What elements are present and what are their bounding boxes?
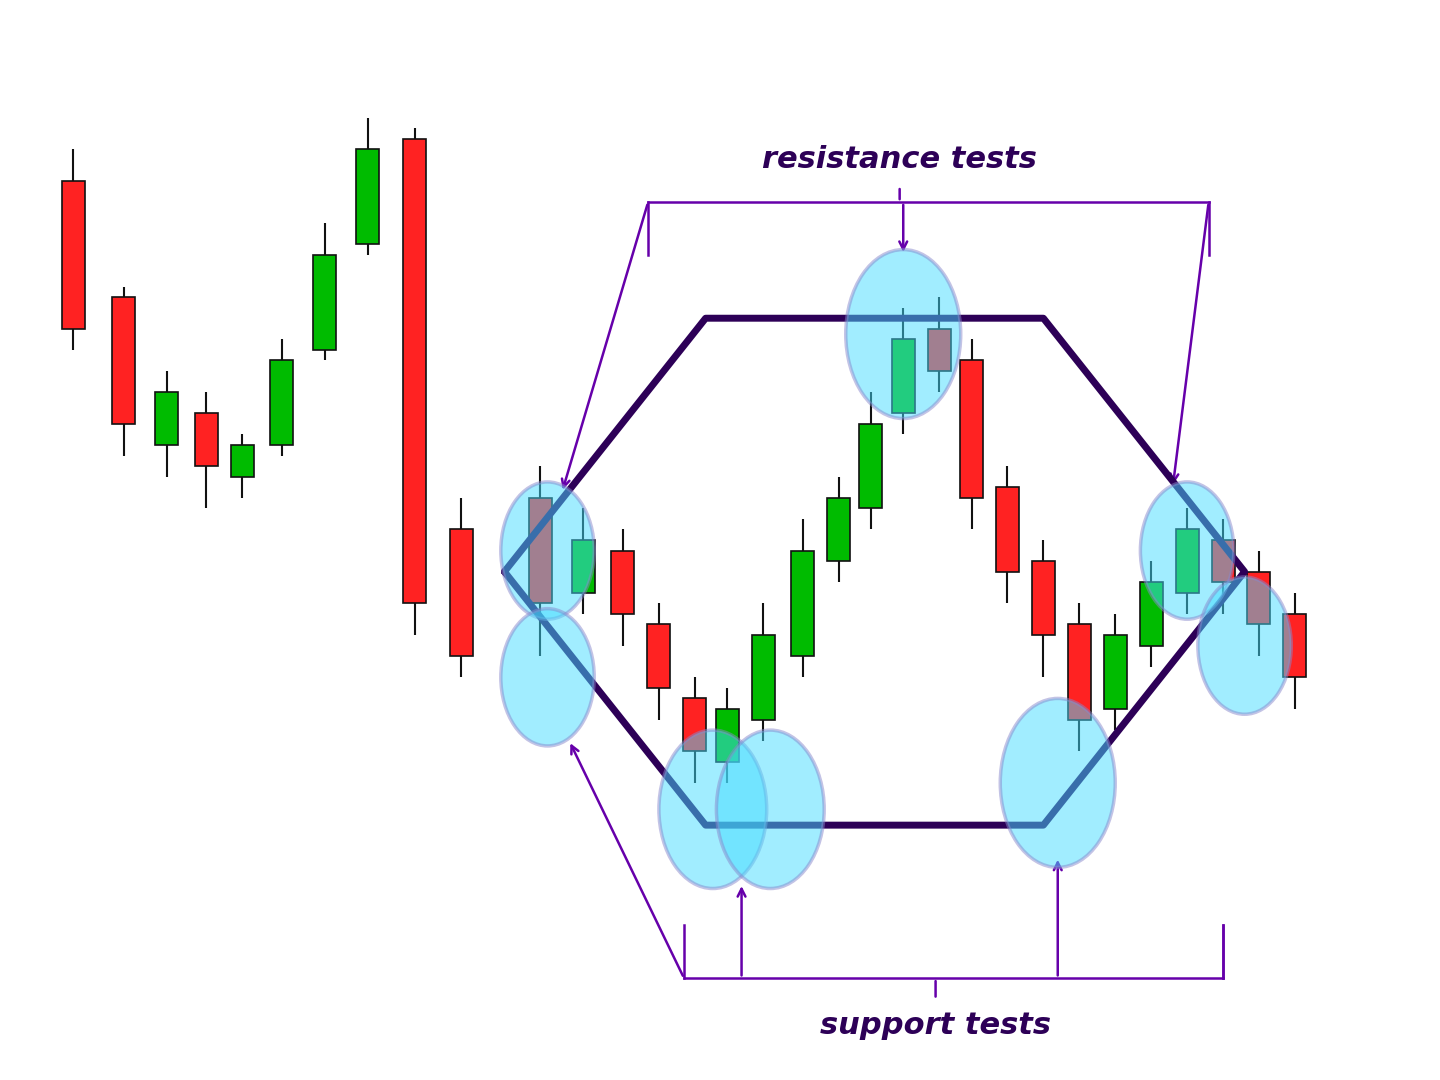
Bar xyxy=(927,328,950,372)
Ellipse shape xyxy=(1001,699,1115,867)
Bar xyxy=(996,487,1020,571)
Bar xyxy=(648,624,671,688)
Ellipse shape xyxy=(1198,577,1292,714)
Text: support tests: support tests xyxy=(821,1011,1051,1040)
Ellipse shape xyxy=(660,730,766,889)
Text: resistance tests: resistance tests xyxy=(762,146,1037,174)
Ellipse shape xyxy=(845,249,960,419)
Bar xyxy=(194,414,217,467)
Bar xyxy=(860,423,883,509)
Bar xyxy=(1283,613,1306,677)
Bar xyxy=(827,498,850,562)
Bar xyxy=(528,498,552,604)
Bar xyxy=(752,635,775,719)
Bar xyxy=(1103,635,1126,708)
Bar xyxy=(716,708,739,761)
Ellipse shape xyxy=(501,482,595,619)
Bar xyxy=(314,255,337,350)
Bar xyxy=(572,540,595,593)
Bar xyxy=(612,551,635,613)
Ellipse shape xyxy=(501,609,595,746)
Bar xyxy=(1175,529,1198,593)
Bar xyxy=(1068,624,1092,719)
Ellipse shape xyxy=(717,730,824,889)
Bar xyxy=(62,181,85,328)
Bar xyxy=(1032,562,1056,635)
Bar xyxy=(1211,540,1234,582)
Bar xyxy=(449,529,472,657)
Bar xyxy=(271,361,294,445)
Bar xyxy=(684,699,707,752)
Bar xyxy=(230,445,253,476)
Bar xyxy=(791,551,814,657)
Bar xyxy=(891,339,914,414)
Ellipse shape xyxy=(1140,482,1234,619)
Bar xyxy=(112,297,135,423)
Bar xyxy=(1139,582,1162,646)
Bar xyxy=(156,392,179,445)
Bar xyxy=(403,138,426,604)
Bar xyxy=(1247,571,1270,624)
Bar xyxy=(356,149,379,244)
Bar xyxy=(960,361,984,498)
